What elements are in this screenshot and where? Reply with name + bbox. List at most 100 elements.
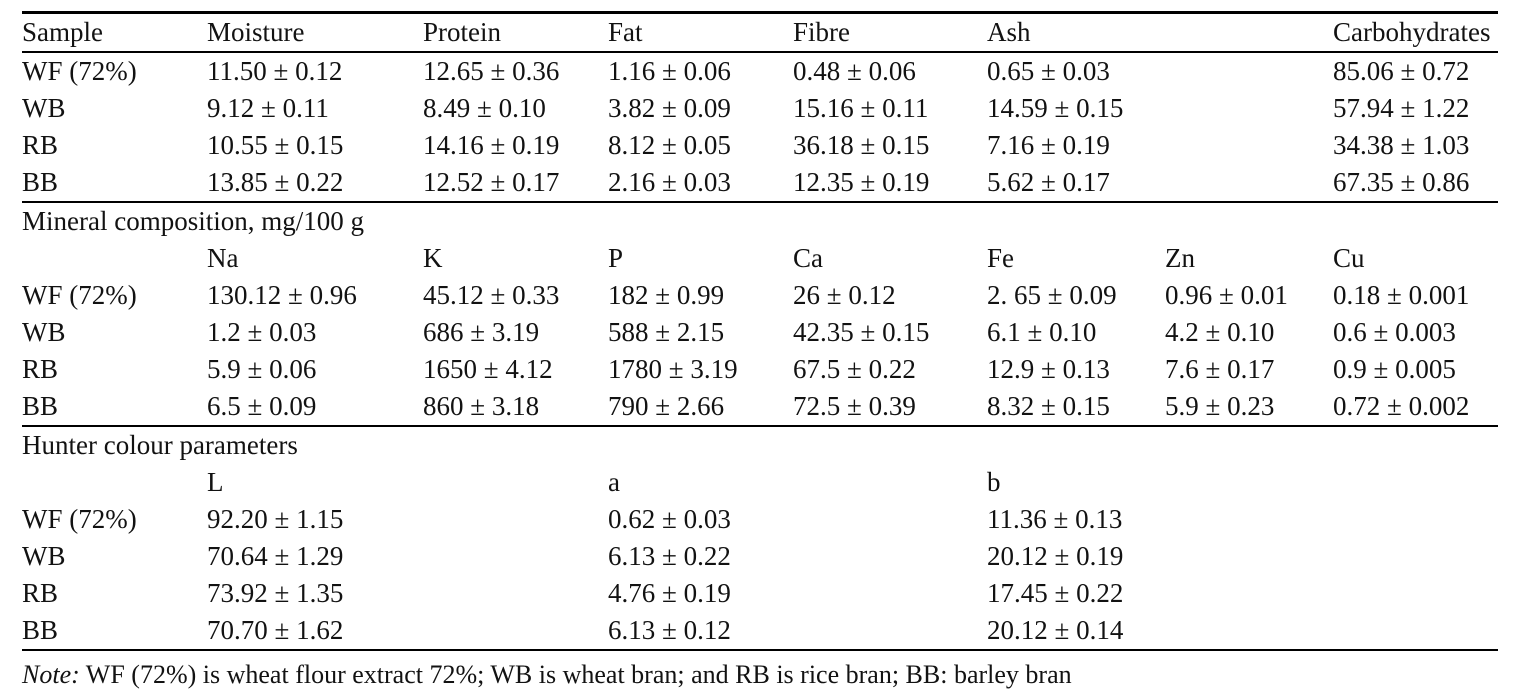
table-cell: 0.72 ± 0.002 [1333,390,1470,421]
table-cell: 2.16 ± 0.03 [608,166,731,197]
table-cell: 3.82 ± 0.09 [608,92,731,123]
empty-cell [22,464,207,501]
sample-cell: WB [22,92,66,123]
table-cell: 11.36 ± 0.13 [987,503,1123,534]
table-cell: 26 ± 0.12 [793,279,896,310]
header-k: K [423,242,443,273]
sample-cell: RB [22,577,59,608]
header-spacer [1165,11,1333,53]
sample-cell: RB [22,353,59,384]
table-cell: 14.59 ± 0.15 [987,92,1124,123]
empty-cell [1333,501,1498,538]
table-row: BB 13.85 ± 0.22 12.52 ± 0.17 2.16 ± 0.03… [22,164,1498,202]
mineral-header-row: Na K P Ca Fe Zn Cu [22,240,1498,277]
hunter-header-row: L a b [22,464,1498,501]
mineral-section-title: Mineral composition, mg/100 g [22,201,1498,240]
header-sample: Sample [22,11,207,53]
header-na: Na [207,242,239,273]
table-cell: 1650 ± 4.12 [423,353,553,384]
table-cell: 12.65 ± 0.36 [423,55,560,86]
mineral-title-row: Mineral composition, mg/100 g [22,201,1498,240]
table-cell: 67.35 ± 0.86 [1333,166,1470,197]
empty-cell [423,612,608,651]
table-cell: 7.6 ± 0.17 [1165,353,1275,384]
table-cell: 860 ± 3.18 [423,390,540,421]
table-row: RB 5.9 ± 0.06 1650 ± 4.12 1780 ± 3.19 67… [22,351,1498,388]
header-fe: Fe [987,242,1014,273]
table-cell: 8.49 ± 0.10 [423,92,546,123]
mineral-body: Mineral composition, mg/100 g Na K P Ca … [22,201,1498,426]
table-cell: 17.45 ± 0.22 [987,577,1124,608]
empty-cell [1333,612,1498,651]
table-row: WF (72%) 92.20 ± 1.15 0.62 ± 0.03 11.36 … [22,501,1498,538]
table-cell: 130.12 ± 0.96 [207,279,357,310]
table-cell: 8.32 ± 0.15 [987,390,1110,421]
table-cell: 34.38 ± 1.03 [1333,129,1470,160]
footnote-text: WF (72%) is wheat flour extract 72%; WB … [79,660,1072,689]
empty-cell [423,501,608,538]
empty-cell [1165,612,1333,651]
table-cell: 67.5 ± 0.22 [793,353,916,384]
table-cell: 20.12 ± 0.19 [987,540,1124,571]
table-cell: 57.94 ± 1.22 [1333,92,1470,123]
table-row: WB 70.64 ± 1.29 6.13 ± 0.22 20.12 ± 0.19 [22,538,1498,575]
empty-cell [1165,164,1333,202]
empty-cell [793,501,987,538]
table-cell: 6.13 ± 0.22 [608,540,731,571]
header-b: b [987,466,1001,497]
table-cell: 5.9 ± 0.23 [1165,390,1275,421]
table-cell: 0.65 ± 0.03 [987,55,1110,86]
table-row: RB 10.55 ± 0.15 14.16 ± 0.19 8.12 ± 0.05… [22,127,1498,164]
header-p: P [608,242,624,273]
table-cell: 12.52 ± 0.17 [423,166,560,197]
empty-cell [1165,575,1333,612]
table-cell: 1.2 ± 0.03 [207,316,317,347]
empty-cell [1165,538,1333,575]
table-cell: 0.18 ± 0.001 [1333,279,1470,310]
table-cell: 2. 65 ± 0.09 [987,279,1117,310]
sample-cell: BB [22,166,59,197]
sample-cell: WF (72%) [22,279,137,310]
table-cell: 1.16 ± 0.06 [608,55,731,86]
table-row: RB 73.92 ± 1.35 4.76 ± 0.19 17.45 ± 0.22 [22,575,1498,612]
table-cell: 0.48 ± 0.06 [793,55,916,86]
empty-cell [793,612,987,651]
header-fibre: Fibre [793,11,987,53]
table-cell: 15.16 ± 0.11 [793,92,929,123]
table-cell: 790 ± 2.66 [608,390,725,421]
empty-cell [1333,464,1498,501]
header-a: a [608,466,620,497]
table-cell: 0.9 ± 0.005 [1333,353,1456,384]
table-cell: 20.12 ± 0.14 [987,612,1165,651]
table-cell: 11.50 ± 0.12 [207,55,343,86]
proximate-body: WF (72%) 11.50 ± 0.12 12.65 ± 0.36 1.16 … [22,52,1498,202]
table-cell: 6.13 ± 0.12 [608,612,793,651]
table-cell: 36.18 ± 0.15 [793,129,930,160]
table-row: WB 9.12 ± 0.11 8.49 ± 0.10 3.82 ± 0.09 1… [22,90,1498,127]
table-cell: 6.5 ± 0.09 [207,390,317,421]
sample-cell: BB [22,390,59,421]
table-cell: 70.70 ± 1.62 [207,612,423,651]
table-cell: 588 ± 2.15 [608,316,725,347]
header-ca: Ca [793,242,823,273]
table-cell: 7.16 ± 0.19 [987,129,1110,160]
table-cell: 12.9 ± 0.13 [987,353,1110,384]
table-cell: 5.62 ± 0.17 [987,166,1110,197]
empty-cell [793,464,987,501]
table-cell: 12.35 ± 0.19 [793,166,930,197]
header-carbohydrates: Carbohydrates [1333,11,1498,53]
empty-cell [1333,575,1498,612]
hunter-body: Hunter colour parameters L a b WF (72%) … [22,425,1498,651]
empty-cell [793,575,987,612]
empty-cell [423,575,608,612]
table-row: BB 6.5 ± 0.09 860 ± 3.18 790 ± 2.66 72.5… [22,388,1498,426]
table-cell: 9.12 ± 0.11 [207,92,329,123]
table-cell: 92.20 ± 1.15 [207,503,344,534]
table-cell: 10.55 ± 0.15 [207,129,344,160]
empty-cell [1333,538,1498,575]
table-cell: 686 ± 3.19 [423,316,540,347]
table-cell: 1780 ± 3.19 [608,353,738,384]
proximate-header-section: Sample Moisture Protein Fat Fibre Ash Ca… [22,11,1498,53]
header-ash: Ash [987,11,1165,53]
